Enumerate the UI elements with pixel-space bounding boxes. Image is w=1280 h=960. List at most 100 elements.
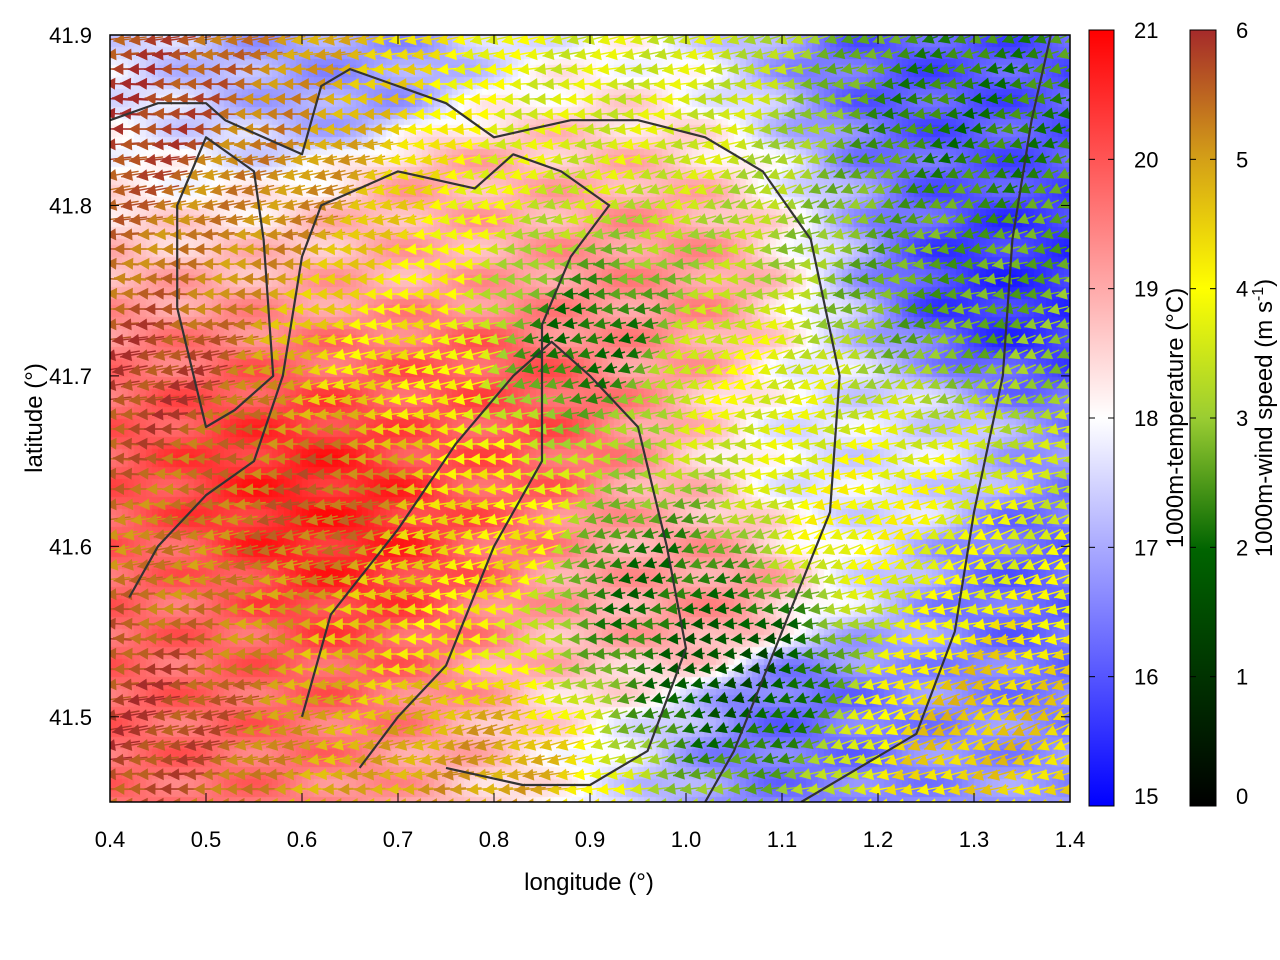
wind-vector [1057, 167, 1070, 179]
wind-vector [840, 182, 860, 195]
wind-vector [985, 35, 1003, 44]
wind-vector [412, 198, 440, 211]
wind-vector [702, 168, 726, 180]
wind-vector [110, 156, 132, 161]
wind-vector [694, 123, 718, 135]
wind-vector [832, 77, 852, 90]
wind-vector [437, 183, 463, 196]
wind-vector [558, 198, 582, 210]
y-tick-label: 41.6 [49, 534, 92, 559]
wind-vector [605, 168, 631, 181]
wind-vector [970, 122, 986, 135]
x-tick-label: 0.5 [191, 827, 222, 852]
wind-vector [113, 184, 147, 196]
wind-vector [110, 185, 131, 191]
wind-vector [470, 153, 494, 166]
wind-vector [1042, 137, 1058, 149]
wind-vector [825, 182, 843, 194]
wind-vector [647, 183, 669, 195]
wind-vector [1001, 152, 1019, 164]
colorbar-tick-label: 21 [1134, 18, 1158, 43]
wind-vector [113, 35, 147, 46]
colorbar-tick-label: 16 [1134, 665, 1158, 690]
wind-vector [759, 213, 781, 225]
wind-vector [630, 153, 654, 166]
wind-vector [914, 167, 930, 179]
wind-vector [201, 199, 235, 211]
wind-vector [678, 153, 702, 165]
wind-vector [685, 48, 711, 61]
wind-vector [646, 63, 670, 75]
wind-vector [541, 138, 567, 151]
wind-vector [477, 198, 503, 211]
wind-vector [1025, 197, 1043, 209]
wind-vector [969, 152, 987, 164]
wind-vector [551, 183, 573, 195]
wind-vector [759, 183, 781, 195]
y-tick-label: 41.7 [49, 364, 92, 389]
wind-vector [527, 198, 549, 210]
wind-vector [1002, 182, 1018, 194]
wind-vector [582, 35, 606, 45]
wind-vector [890, 92, 906, 105]
wind-vector [751, 198, 773, 210]
wind-vector [710, 35, 734, 46]
wind-vector [1049, 35, 1067, 44]
wind-vector [420, 184, 448, 196]
wind-vector [742, 63, 766, 75]
wind-vector [535, 213, 557, 225]
wind-vector [719, 168, 741, 180]
wind-vector [1001, 35, 1019, 44]
wind-vector [543, 198, 565, 210]
wind-vector [663, 35, 685, 45]
wind-vector [881, 137, 899, 150]
wind-vector [816, 197, 836, 210]
wind-vector [889, 122, 907, 135]
wind-vector [574, 168, 598, 180]
wind-vector [670, 138, 694, 150]
wind-vector [985, 152, 1003, 164]
wind-vector [597, 35, 623, 46]
wind-vector [840, 92, 860, 105]
wind-vector [670, 48, 694, 60]
wind-vector [710, 63, 734, 75]
wind-vector [889, 182, 907, 194]
wind-vector [630, 63, 654, 75]
wind-vector [566, 213, 590, 225]
wind-vector [897, 107, 915, 120]
wind-vector [945, 167, 963, 179]
wind-vector [209, 35, 243, 46]
wind-vector [944, 197, 964, 210]
wind-vector [574, 138, 598, 150]
wind-vector [120, 48, 156, 61]
wind-vector [517, 153, 543, 166]
wind-vector [703, 198, 725, 210]
x-tick-label: 0.7 [383, 827, 414, 852]
wind-vector [209, 213, 243, 226]
wind-vector [670, 198, 694, 210]
wind-vector [469, 213, 495, 226]
wind-vector [953, 152, 971, 164]
wind-vector [994, 197, 1010, 209]
wind-vector [905, 182, 923, 194]
wind-vector [767, 138, 789, 150]
wind-vector [469, 35, 495, 46]
wind-vector [470, 183, 494, 196]
wind-vector [185, 48, 219, 61]
wind-vector [872, 212, 892, 225]
wind-vector [808, 212, 828, 225]
wind-vector [977, 167, 995, 179]
wind-vector [686, 108, 710, 120]
wind-vector [110, 36, 132, 41]
wind-vector [176, 35, 212, 46]
wind-vector [800, 77, 820, 90]
wind-vector [1009, 107, 1027, 120]
wind-vector [864, 198, 884, 210]
wind-vector [1058, 107, 1070, 120]
wind-vector [525, 168, 551, 181]
wind-vector [742, 123, 766, 135]
wind-vector [550, 35, 574, 45]
wind-vector [848, 47, 868, 60]
wind-vector [799, 138, 821, 150]
wind-vector [510, 138, 534, 151]
